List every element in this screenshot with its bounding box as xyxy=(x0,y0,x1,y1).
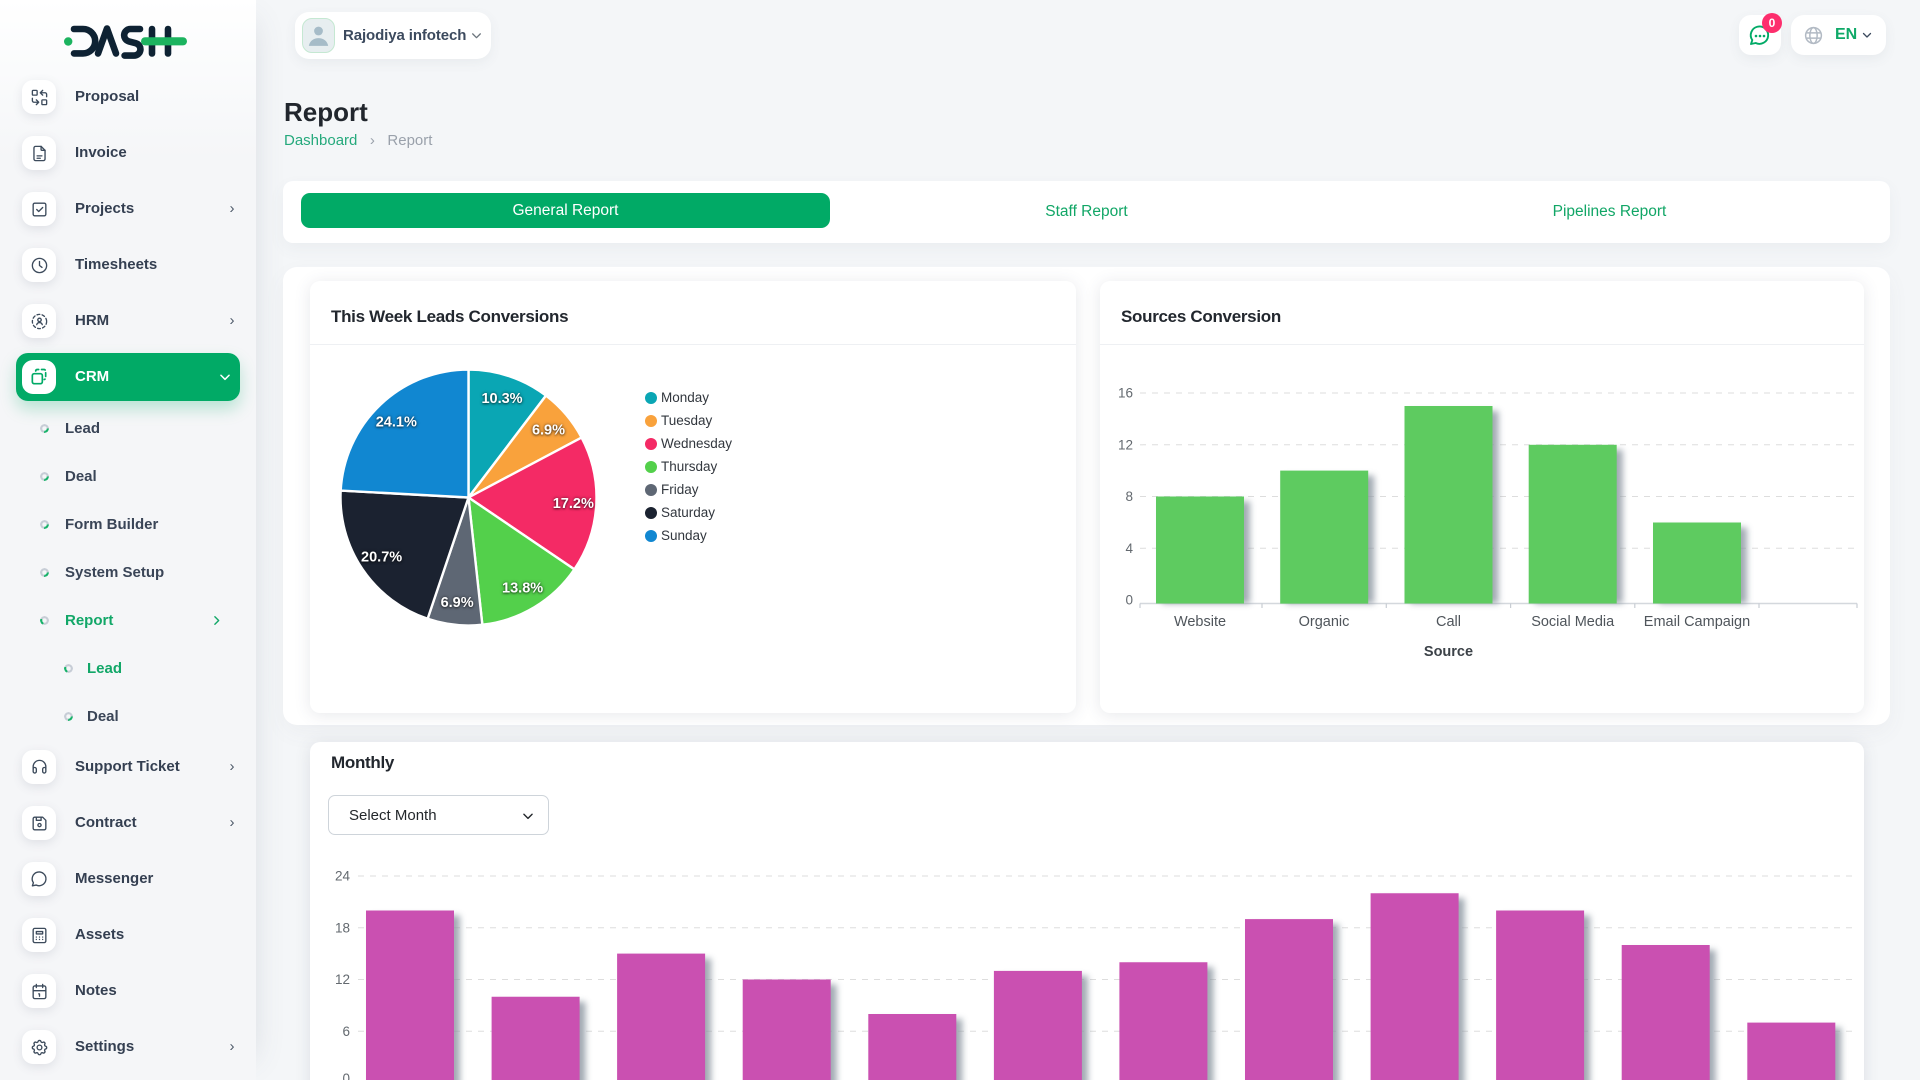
svg-text:0: 0 xyxy=(342,1071,350,1080)
svg-text:16: 16 xyxy=(1118,386,1133,401)
svg-text:6: 6 xyxy=(342,1024,350,1039)
svg-text:8: 8 xyxy=(1125,489,1133,504)
svg-text:12: 12 xyxy=(1118,437,1133,452)
svg-text:Organic: Organic xyxy=(1299,614,1350,630)
svg-text:18: 18 xyxy=(335,920,350,935)
svg-text:Social Media: Social Media xyxy=(1531,614,1615,630)
svg-text:10.3%: 10.3% xyxy=(481,391,522,407)
svg-text:Call: Call xyxy=(1436,614,1461,630)
svg-text:12: 12 xyxy=(335,972,350,987)
svg-text:13.8%: 13.8% xyxy=(502,581,543,597)
svg-text:Email Campaign: Email Campaign xyxy=(1644,614,1750,630)
svg-text:17.2%: 17.2% xyxy=(553,496,594,512)
svg-text:Source: Source xyxy=(1424,644,1473,660)
svg-text:24.1%: 24.1% xyxy=(376,414,417,430)
svg-text:6.9%: 6.9% xyxy=(441,595,474,611)
svg-text:0: 0 xyxy=(1125,593,1133,608)
svg-text:24: 24 xyxy=(335,869,351,884)
svg-text:6.9%: 6.9% xyxy=(532,423,565,439)
svg-text:4: 4 xyxy=(1125,541,1133,556)
svg-text:20.7%: 20.7% xyxy=(361,549,402,565)
svg-text:Website: Website xyxy=(1174,614,1226,630)
